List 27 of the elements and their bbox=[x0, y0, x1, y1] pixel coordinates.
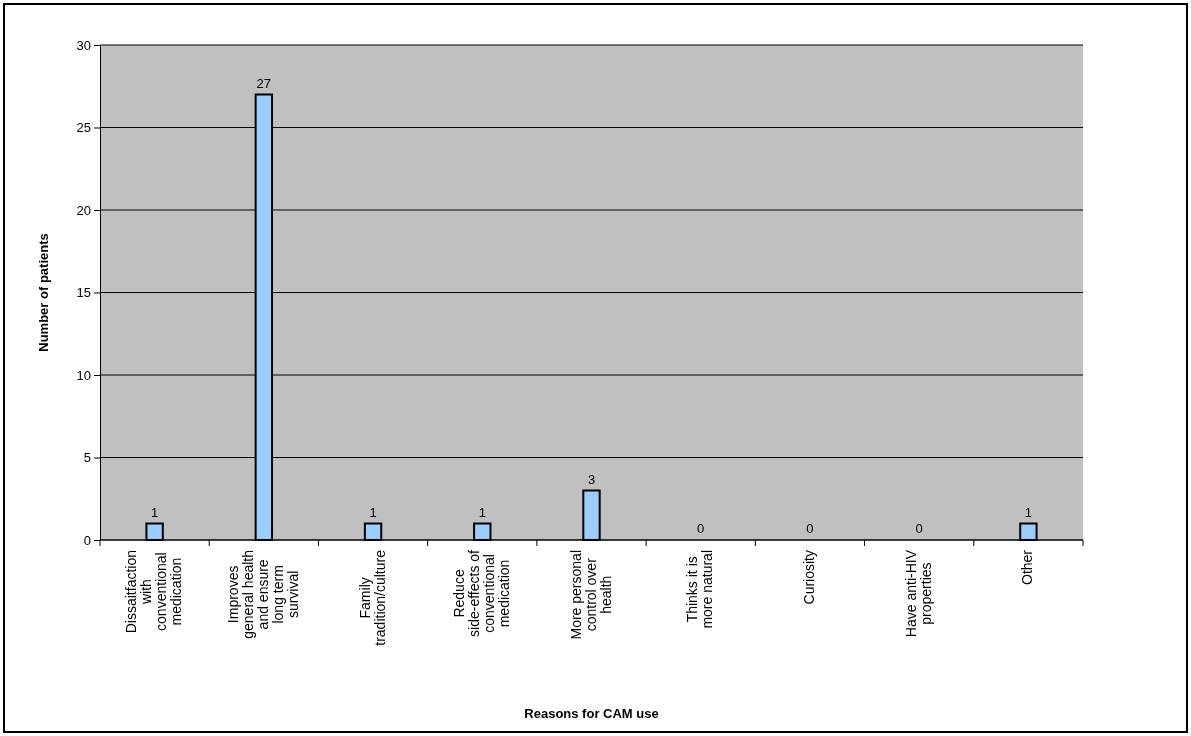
x-tick-label: Other bbox=[1019, 549, 1036, 586]
x-tick-label: Have anti-HIV properties bbox=[902, 549, 934, 638]
data-label: 1 bbox=[478, 504, 486, 520]
data-label: 0 bbox=[806, 521, 814, 536]
x-tick-label: Curiosity bbox=[800, 550, 817, 605]
y-tick-label: 30 bbox=[76, 37, 91, 53]
y-tick-label: 5 bbox=[83, 450, 91, 466]
y-tick-label: 25 bbox=[76, 120, 91, 136]
y-tick-label: 15 bbox=[76, 285, 91, 301]
data-label: 0 bbox=[915, 521, 923, 536]
data-label: 3 bbox=[587, 471, 596, 487]
x-tick-label: Family tradition/culture bbox=[356, 549, 388, 646]
data-label: 1 bbox=[369, 504, 377, 520]
y-axis-title: Number of patients bbox=[36, 233, 51, 352]
x-tick-label: More personal control over health bbox=[567, 550, 614, 640]
x-tick-label: Improves general health and ensure long term survival bbox=[224, 550, 301, 639]
data-label: 1 bbox=[1024, 504, 1033, 520]
x-tick-label: Thinks it is more natural bbox=[684, 550, 716, 629]
y-tick-label: 20 bbox=[76, 202, 91, 218]
x-axis-title: Reasons for CAM use bbox=[524, 706, 659, 721]
data-label: 0 bbox=[697, 521, 705, 536]
x-tick-label: Dissaitfaction with conventional medication bbox=[123, 550, 185, 634]
data-label: 27 bbox=[256, 75, 272, 91]
y-tick-label: 0 bbox=[83, 532, 91, 548]
data-label: 1 bbox=[150, 504, 159, 520]
y-tick-label: 10 bbox=[76, 367, 91, 383]
x-tick-label: Reduce side-effects of conventional medication bbox=[450, 549, 512, 637]
